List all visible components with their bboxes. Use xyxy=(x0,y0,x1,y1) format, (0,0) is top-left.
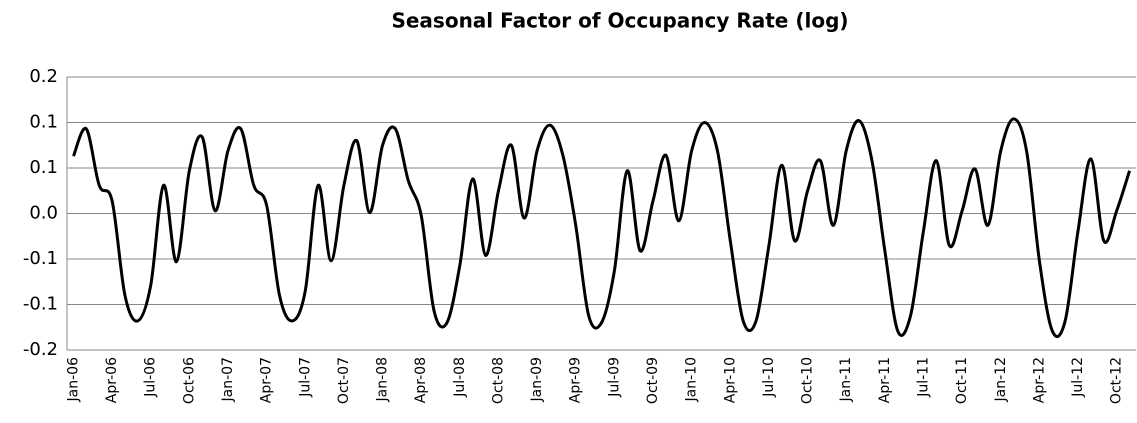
data-line xyxy=(72,117,1131,339)
x-tick-label: Jan-07 xyxy=(220,357,236,402)
x-tick-label: Jan-09 xyxy=(529,357,545,402)
x-tick-label: Jan-11 xyxy=(838,357,854,402)
x-tick-label: Apr-11 xyxy=(877,357,893,403)
x-tick-label: Oct-12 xyxy=(1109,357,1125,404)
x-tick-label: Jul-08 xyxy=(452,357,468,398)
x-tick-label: Apr-09 xyxy=(568,357,584,403)
x-tick-label: Jul-10 xyxy=(761,357,777,398)
x-tick-label: Jan-06 xyxy=(65,357,81,403)
x-tick-label: Jul-06 xyxy=(143,357,159,398)
x-tick-label: Apr-07 xyxy=(259,357,275,403)
y-tick-label: 0.0 xyxy=(29,203,58,224)
x-tick-label: Oct-10 xyxy=(800,357,816,404)
x-tick-label: Apr-06 xyxy=(104,357,120,403)
x-tick-label: Oct-07 xyxy=(336,357,352,404)
y-tick-label: -0.1 xyxy=(23,294,58,315)
x-tick-label: Jan-12 xyxy=(993,357,1009,402)
x-tick-label: Oct-08 xyxy=(490,357,506,404)
x-tick-label: Jul-11 xyxy=(915,357,931,398)
x-tick-label: Jan-08 xyxy=(375,357,391,402)
x-tick-label: Jul-07 xyxy=(297,357,313,398)
x-tick-label: Oct-06 xyxy=(181,357,197,404)
x-tick-label: Apr-12 xyxy=(1031,357,1047,403)
y-tick-label: 0.1 xyxy=(29,112,58,133)
x-tick-label: Apr-08 xyxy=(413,357,429,403)
y-tick-label: 0.2 xyxy=(29,66,58,87)
x-tick-label: Oct-11 xyxy=(954,357,970,404)
chart-title: Seasonal Factor of Occupancy Rate (log) xyxy=(391,9,848,33)
x-tick-label: Jul-12 xyxy=(1070,357,1086,398)
x-tick-label: Apr-10 xyxy=(722,357,738,403)
y-tick-label: -0.1 xyxy=(23,248,58,269)
x-tick-label: Oct-09 xyxy=(645,357,661,404)
y-tick-label: -0.2 xyxy=(23,339,58,360)
x-tick-label: Jul-09 xyxy=(606,357,622,398)
y-tick-label: 0.1 xyxy=(29,157,58,178)
x-tick-label: Jan-10 xyxy=(684,357,700,402)
